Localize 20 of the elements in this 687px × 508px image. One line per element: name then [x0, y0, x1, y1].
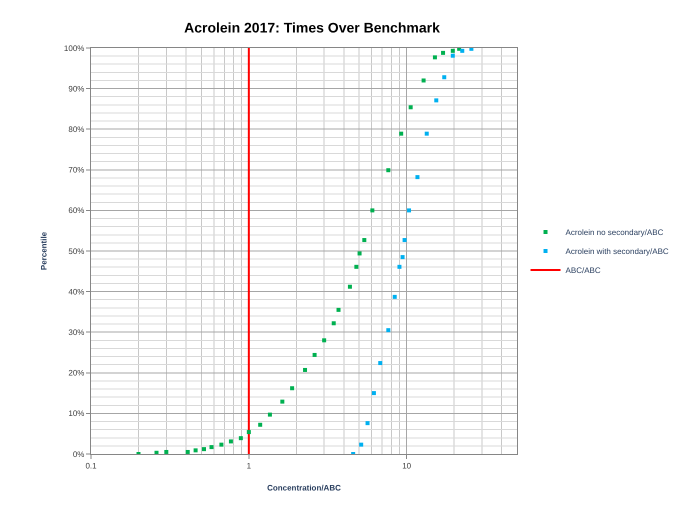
- y-tick-label: 10%: [68, 409, 84, 418]
- y-tick-label: 40%: [68, 287, 84, 296]
- y-tick-label: 30%: [68, 328, 84, 337]
- x-tick-label: 1: [246, 462, 252, 471]
- y-tick-label: 20%: [68, 368, 84, 378]
- y-tick-label: 80%: [68, 125, 84, 134]
- x-tick-label: 0.1: [85, 462, 98, 471]
- y-tick-label: 60%: [68, 206, 84, 216]
- y-tick-label: 0%: [72, 450, 84, 459]
- legend-label: Acrolein no secondary/ABC: [566, 228, 664, 238]
- y-tick-label: 90%: [68, 84, 84, 94]
- y-tick-label: 100%: [64, 44, 84, 53]
- x-axis-title: Concentration/ABC: [267, 484, 342, 493]
- legend-label: ABC/ABC: [566, 266, 601, 276]
- y-axis-title: Percentile: [40, 231, 49, 270]
- chart-title: Acrolein 2017: Times Over Benchmark: [184, 20, 440, 36]
- y-tick-label: 70%: [68, 166, 84, 175]
- legend-label: Acrolein with secondary/ABC: [566, 247, 669, 256]
- x-tick-label: 10: [402, 462, 412, 471]
- y-tick-label: 50%: [68, 246, 84, 256]
